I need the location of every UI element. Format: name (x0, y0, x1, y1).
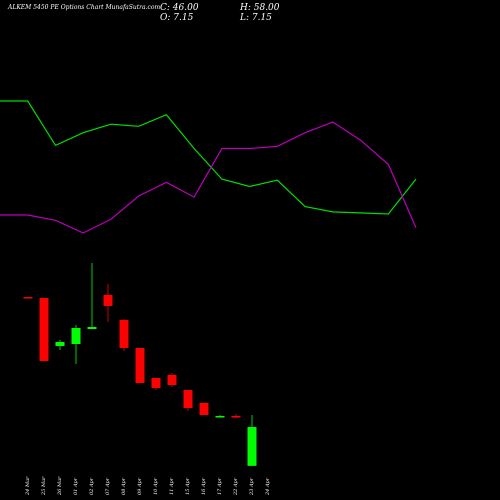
x-tick-label: 15 Apr (185, 477, 191, 495)
candle-body (39, 298, 49, 361)
x-tick-label: 16 Apr (201, 477, 207, 495)
x-tick-label: 08 Apr (121, 477, 127, 495)
candle-body (119, 320, 129, 348)
candle-body (87, 327, 97, 329)
x-tick-label: 26 Mar (57, 476, 63, 495)
candle (103, 284, 113, 322)
close-value: C: 46.00 (160, 3, 199, 13)
candle (247, 415, 257, 466)
candle-body (247, 427, 257, 466)
high-value: H: 58.00 (240, 3, 280, 13)
candle (55, 340, 65, 350)
candle-body (55, 342, 65, 346)
candle-body (103, 295, 113, 306)
candle (183, 390, 193, 411)
candle (215, 415, 225, 418)
candle (231, 414, 241, 418)
x-tick-label: 01 Apr (73, 477, 79, 495)
candle (119, 319, 129, 351)
candle-body (151, 378, 161, 388)
candle (39, 298, 49, 361)
x-tick-label: 24 Apr (265, 477, 271, 495)
chart-title: ALKEM 5450 PE Options Chart MunafaSutra.… (8, 4, 161, 11)
x-tick-label: 23 Apr (249, 477, 255, 495)
candle (167, 373, 177, 387)
x-tick-label: 10 Apr (153, 477, 159, 495)
candle-body (71, 328, 81, 344)
x-tick-label: 22 Apr (233, 477, 239, 495)
low-value: L: 7.15 (240, 13, 272, 23)
x-tick-label: 24 Mar (25, 476, 31, 495)
candle (23, 297, 33, 299)
line-series-0 (0, 100, 417, 215)
candle-body (167, 375, 177, 385)
candle (71, 325, 81, 364)
x-tick-label: 17 Apr (217, 477, 223, 495)
candle-body (135, 348, 145, 383)
candle-body (183, 390, 193, 408)
candle (151, 378, 161, 390)
x-tick-label: 09 Apr (137, 477, 143, 495)
candle (199, 403, 209, 415)
candle-body (231, 416, 241, 418)
x-tick-label: 02 Apr (89, 477, 95, 495)
x-tick-label: 25 Mar (41, 476, 47, 495)
candle-body (23, 297, 33, 299)
candle-body (199, 403, 209, 415)
line-series-1 (0, 121, 417, 234)
x-tick-label: 11 Apr (169, 477, 175, 495)
open-value: O: 7.15 (160, 13, 194, 23)
candle-body (215, 416, 225, 418)
candle (135, 348, 145, 383)
x-tick-label: 07 Apr (105, 477, 111, 495)
candle (87, 263, 97, 329)
